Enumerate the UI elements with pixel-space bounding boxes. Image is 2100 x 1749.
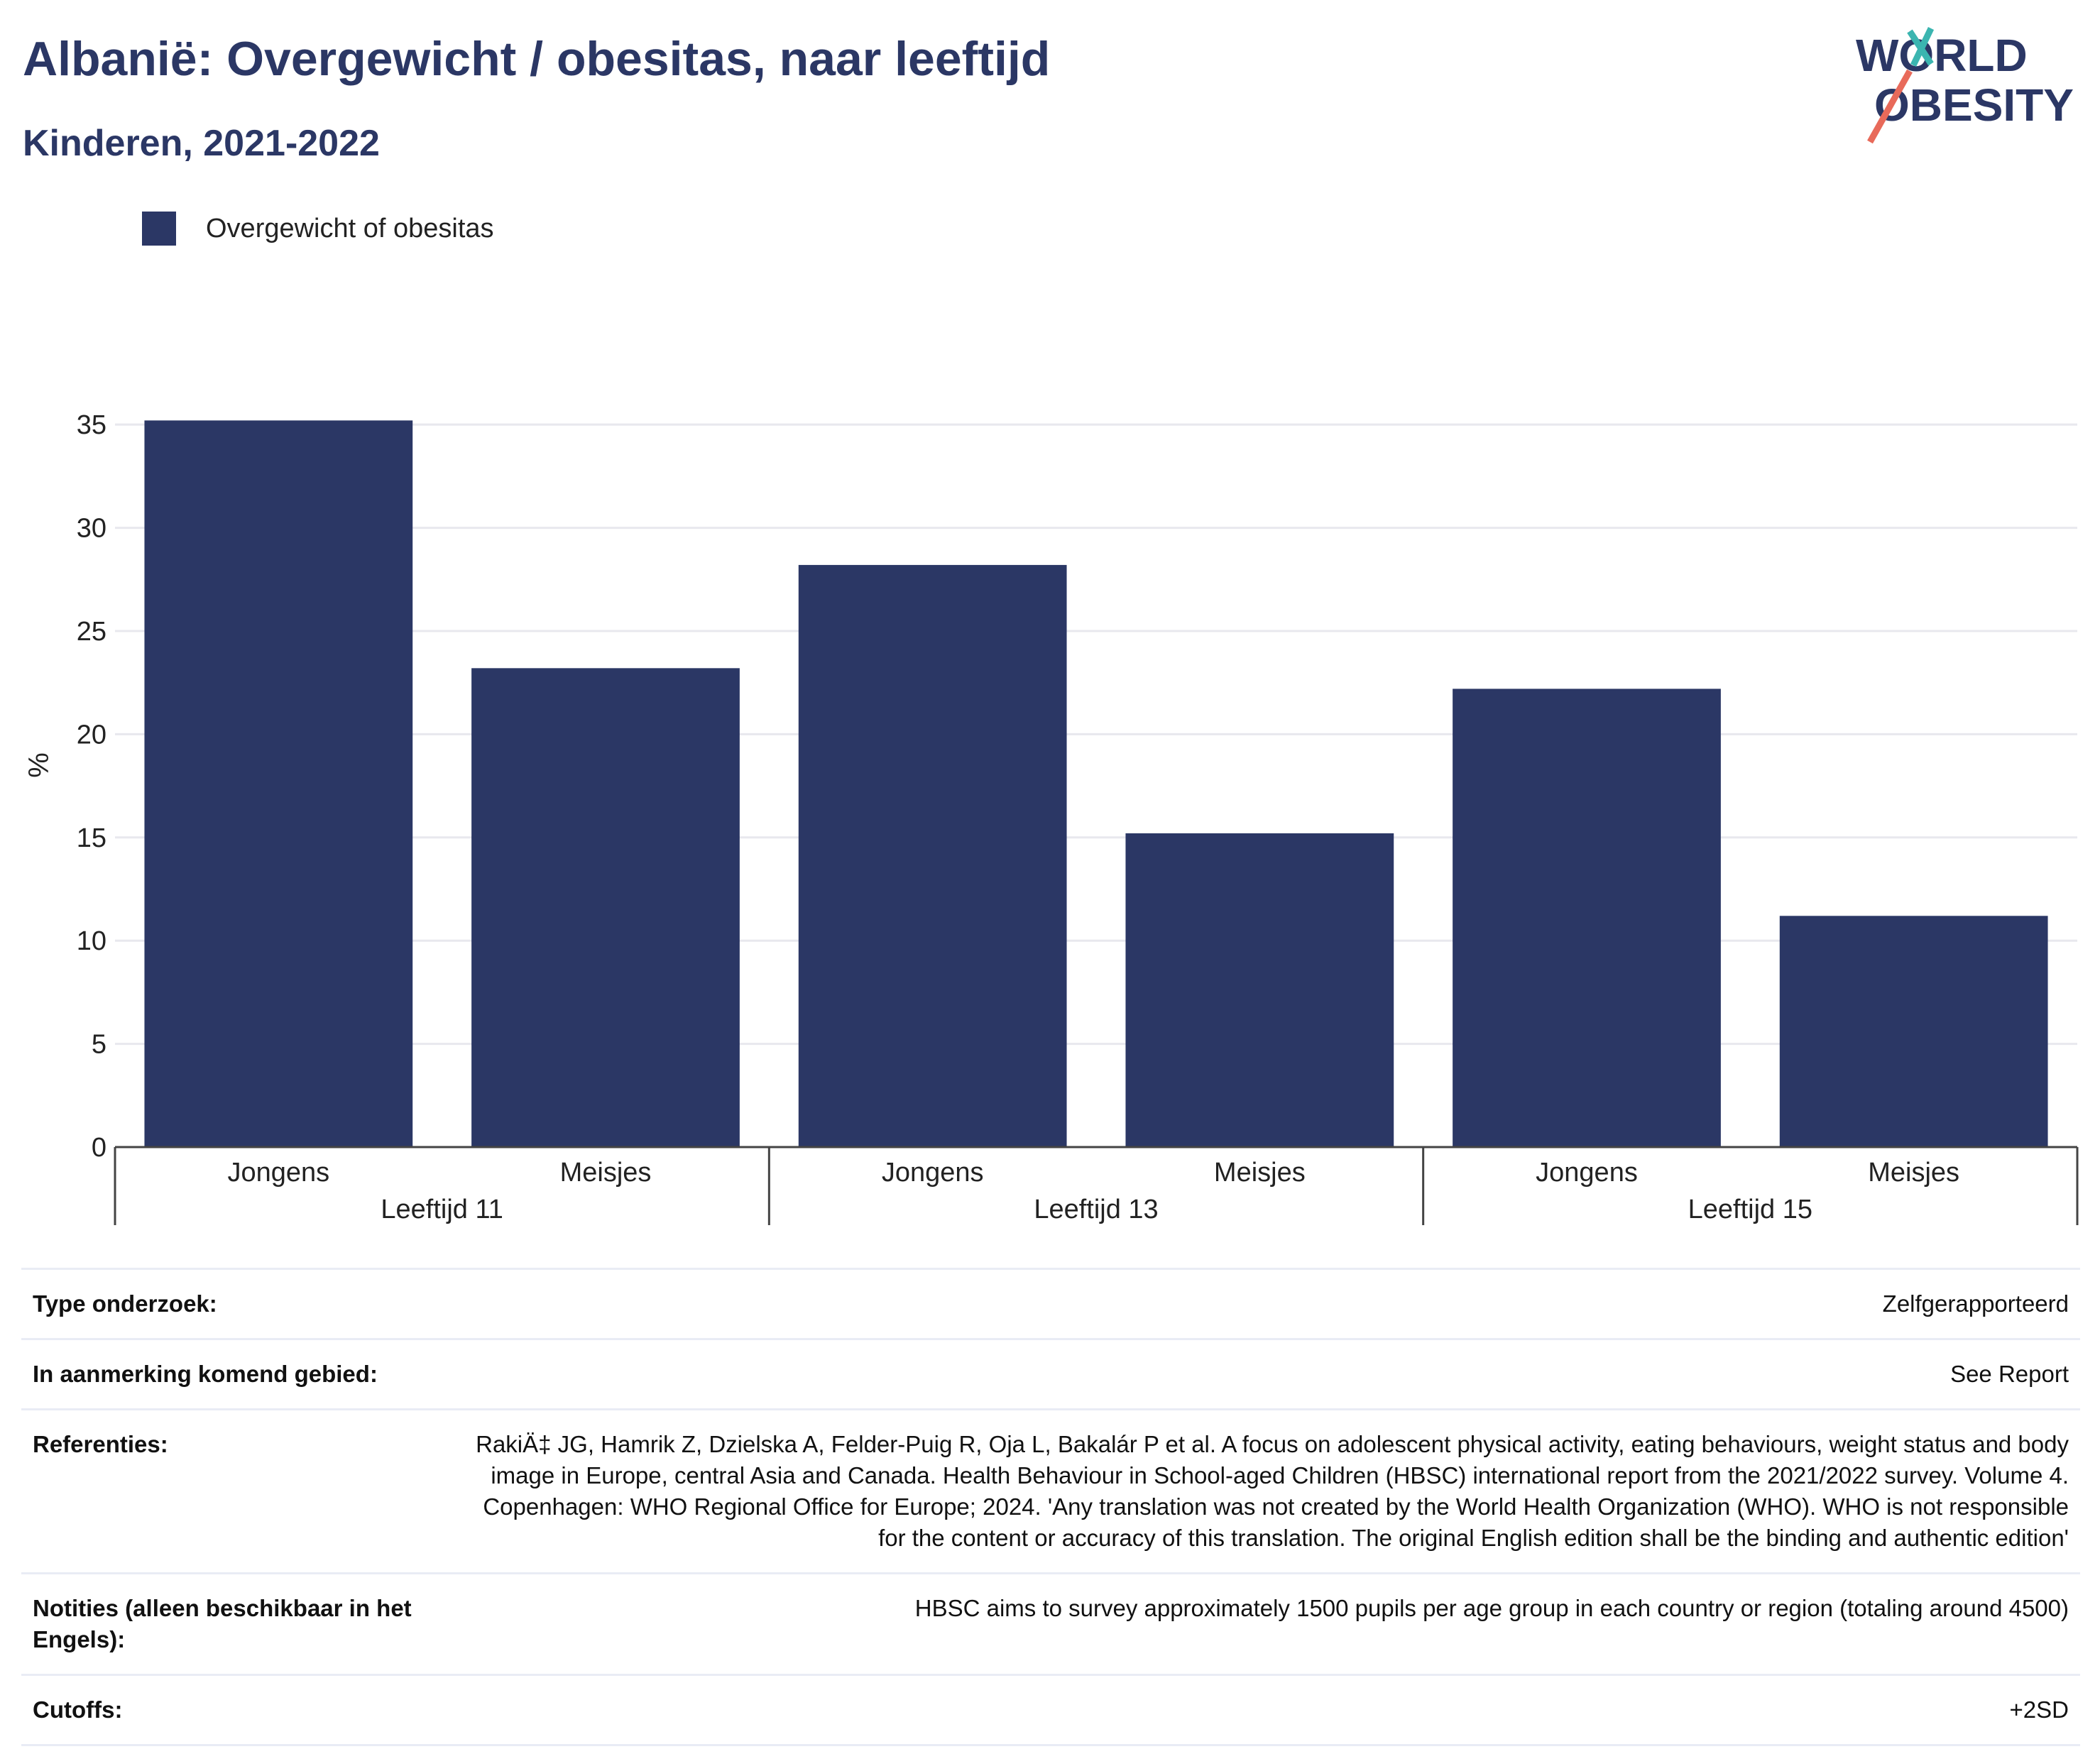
metadata-row: Cutoffs: +2SD — [21, 1674, 2080, 1746]
y-tick-label: 30 — [77, 514, 106, 544]
bar — [798, 564, 1067, 1147]
metadata-row: In aanmerking komend gebied: See Report — [21, 1338, 2080, 1408]
metadata-label: Notities (alleen beschikbaar in het Enge… — [33, 1595, 412, 1652]
page-title: Albanië: Overgewicht / obesitas, naar le… — [23, 32, 1051, 86]
y-tick-label: 35 — [77, 410, 106, 440]
x-tick-label: Meisjes — [1214, 1158, 1306, 1188]
metadata-value: RakiÄ‡ JG, Hamrik Z, Dzielska A, Felder-… — [476, 1431, 2069, 1551]
metadata-label: Cutoffs: — [33, 1696, 123, 1723]
y-tick-label: 5 — [92, 1030, 106, 1060]
metadata-row: Referenties: RakiÄ‡ JG, Hamrik Z, Dzielsk… — [21, 1408, 2080, 1572]
x-tick-label: Jongens — [1536, 1158, 1638, 1188]
metadata-value: See Report — [1950, 1361, 2069, 1387]
bar — [1453, 689, 1721, 1147]
metadata-value: HBSC aims to survey approximately 1500 p… — [914, 1595, 2069, 1621]
legend-swatch — [142, 212, 176, 246]
group-label: Leeftijd 11 — [381, 1195, 503, 1224]
y-tick-label: 15 — [77, 823, 106, 853]
x-tick-label: Jongens — [227, 1158, 329, 1188]
bar — [471, 668, 740, 1147]
metadata-value: Zelfgerapporteerd — [1882, 1290, 2069, 1317]
metadata-row: Notities (alleen beschikbaar in het Enge… — [21, 1572, 2080, 1674]
y-tick-label: 20 — [77, 720, 106, 750]
y-tick-label: 10 — [77, 926, 106, 956]
bar-chart: 0 5 10 15 20 25 30 35% Jongens Meisjes Jongens Meis… — [23, 410, 2079, 1225]
metadata-value: +2SD — [2009, 1696, 2069, 1723]
page-subtitle: Kinderen, 2021-2022 — [23, 123, 380, 164]
x-tick-label: Meisjes — [1868, 1158, 1959, 1188]
metadata-label: Type onderzoek: — [33, 1290, 217, 1317]
y-axis-label: % — [23, 752, 55, 778]
chart-legend: Overgewicht of obesitas — [142, 212, 494, 246]
y-tick-label: 25 — [77, 617, 106, 647]
bar — [144, 420, 413, 1147]
legend-label: Overgewicht of obesitas — [206, 213, 494, 243]
x-tick-label: Jongens — [882, 1158, 984, 1188]
y-tick-label: 0 — [92, 1133, 106, 1163]
logo-line1: WORLD — [1856, 30, 2028, 81]
logo-line2: OBESITY — [1874, 80, 2074, 131]
group-label: Leeftijd 15 — [1688, 1195, 1812, 1224]
group-label: Leeftijd 13 — [1034, 1195, 1158, 1224]
metadata-label: In aanmerking komend gebied: — [33, 1361, 378, 1387]
bar — [1125, 833, 1394, 1147]
metadata-table: Type onderzoek: Zelfgerapporteerd In aanme… — [21, 1268, 2080, 1746]
metadata-label: Referenties: — [33, 1431, 168, 1457]
bar — [1779, 916, 2048, 1147]
world-obesity-logo: WORLD OBESITY — [1856, 27, 2074, 144]
x-tick-label: Meisjes — [560, 1158, 652, 1188]
metadata-row: Type onderzoek: Zelfgerapporteerd — [21, 1268, 2080, 1338]
